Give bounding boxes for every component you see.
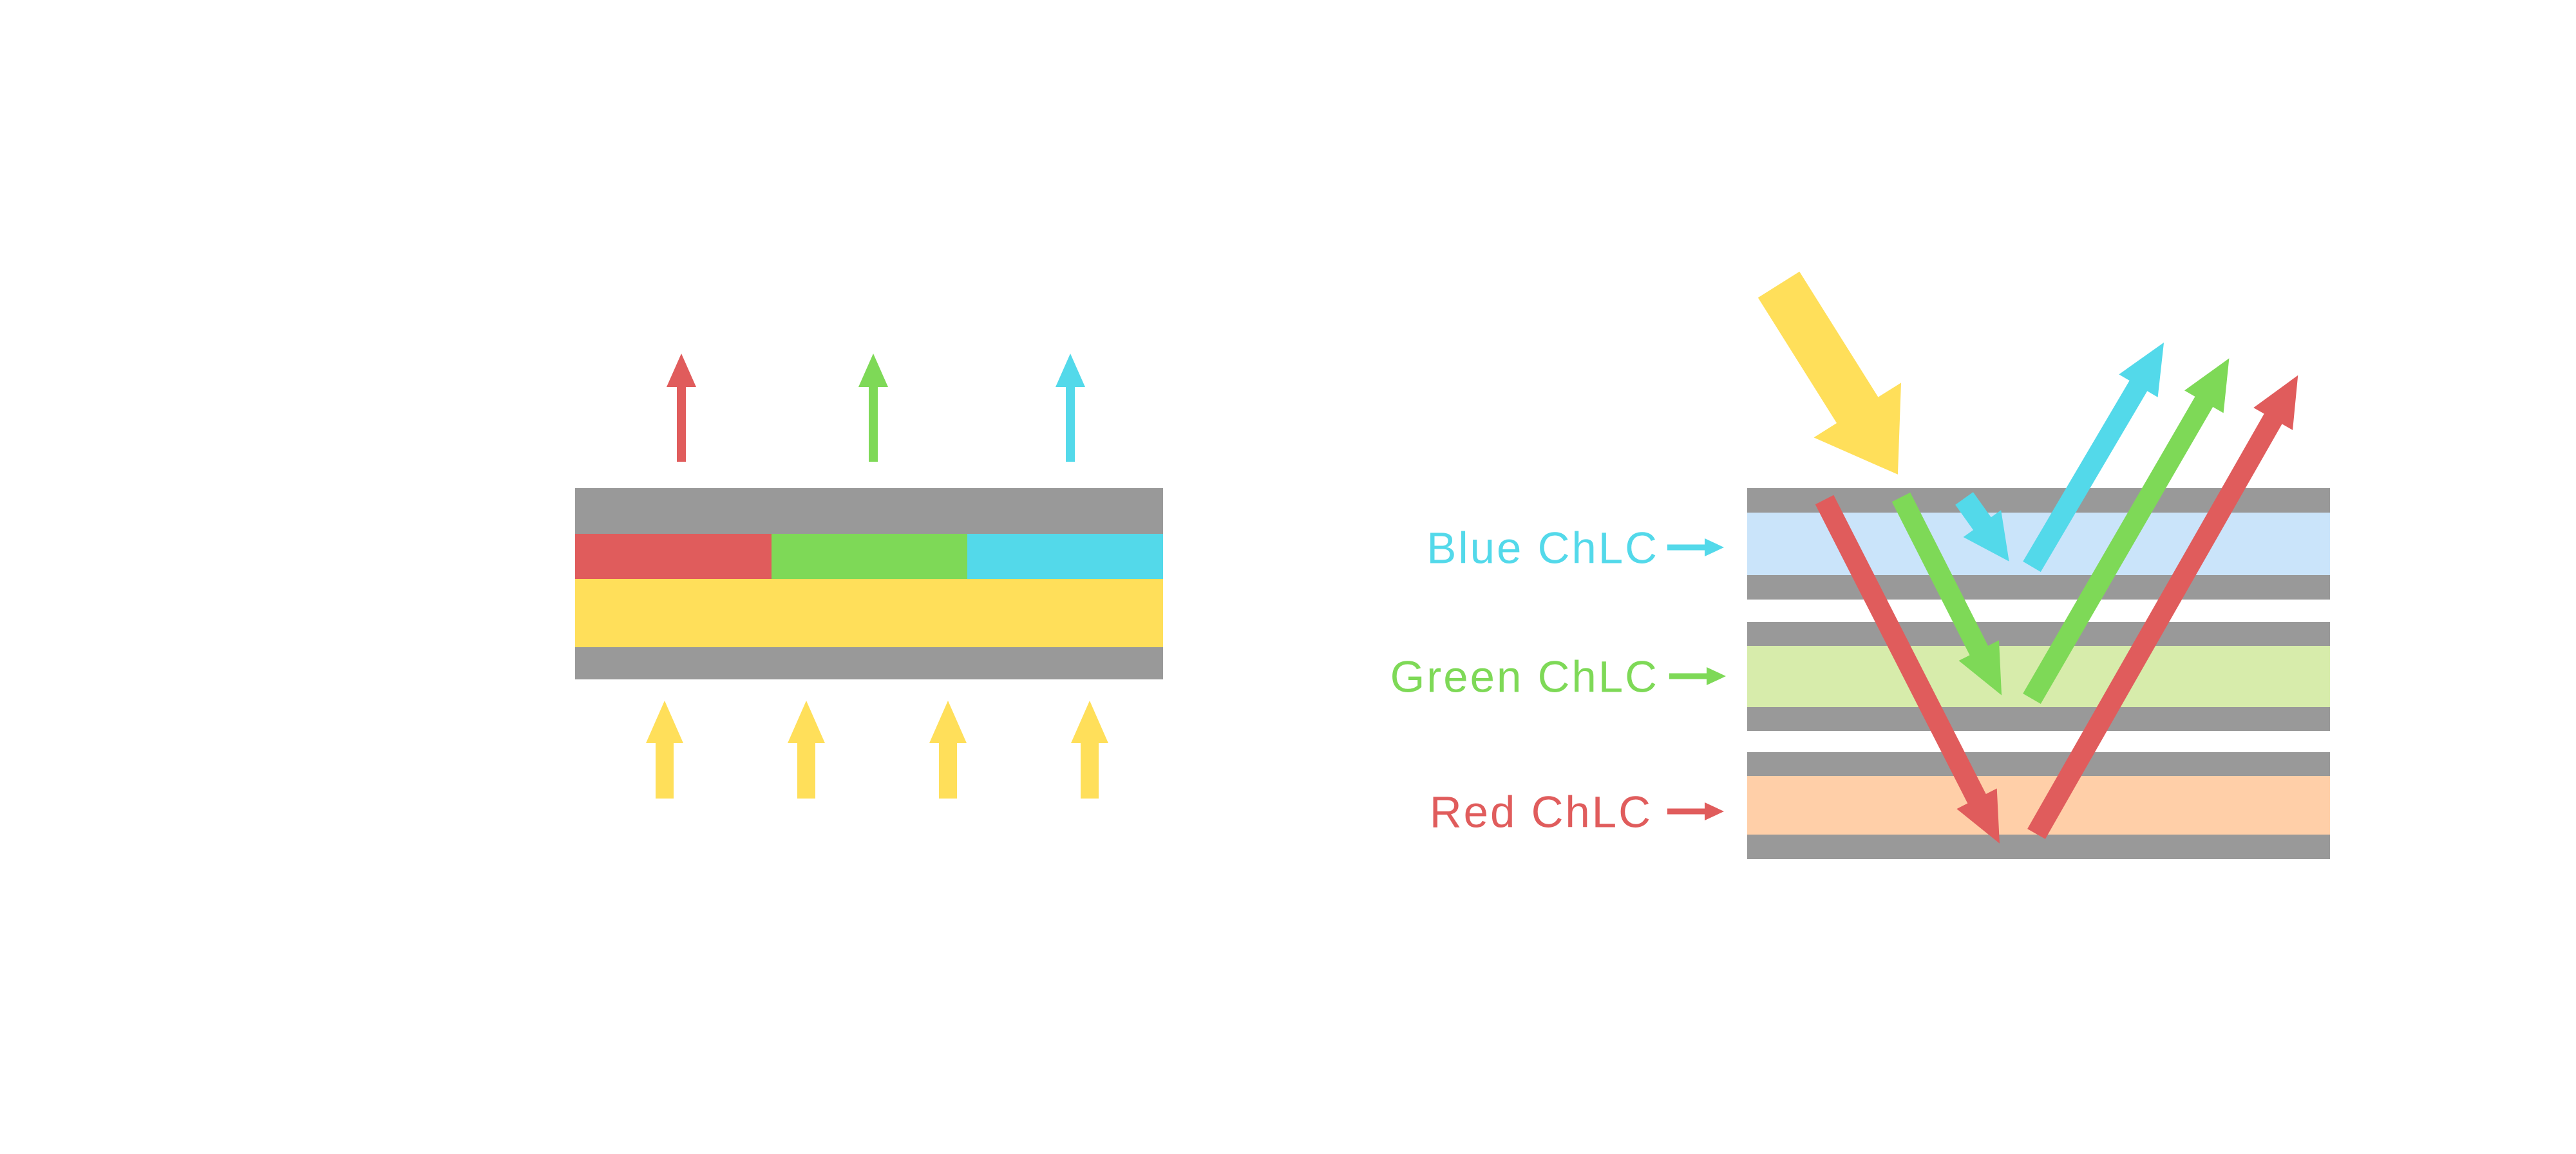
cyan-reflected-arrow-icon [2023,342,2164,572]
red-reflected-arrow-icon [2027,375,2298,839]
cyan-up-arrow-icon [1056,354,1085,462]
green-reflected-arrow-icon [2023,358,2230,705]
right-arrow-icon [1669,667,1726,685]
blue-chlc-label: Blue ChLC [1426,524,1659,573]
cyan-down-arrow-icon [1955,492,2009,562]
incoming-light-arrows [1815,492,2009,844]
layer-labels: Blue ChLC Green ChLC Red ChLC [1390,524,1726,837]
label-red-chlc: Red ChLC [1430,788,1724,837]
yellow-up-arrow-icon [1071,701,1108,799]
green-chlc-label: Green ChLC [1390,652,1659,702]
label-green-chlc: Green ChLC [1390,652,1726,702]
right-arrow-icon [1667,538,1724,556]
label-blue-chlc: Blue ChLC [1426,524,1724,573]
incident-light-arrow-icon [1757,271,1901,475]
top-substrate-layer [575,488,1163,534]
red-filter-segment [575,534,772,579]
right-diagram: Blue ChLC Green ChLC Red ChLC [1390,271,2330,859]
substrate-layer [1747,707,2330,731]
substrate-layer [1747,752,2330,776]
substrate-layer [1747,835,2330,859]
reflected-light-arrows [2023,342,2298,839]
substrate-layer [1747,622,2330,646]
display-stack [575,488,1163,679]
bottom-substrate-layer [575,647,1163,679]
yellow-up-arrow-icon [646,701,683,799]
backlight-layer [575,579,1163,647]
emitted-light-arrows [667,354,1085,462]
green-down-arrow-icon [1891,492,2002,695]
red-chlc-label: Red ChLC [1430,788,1653,837]
green-up-arrow-icon [858,354,888,462]
green-filter-segment [772,534,967,579]
substrate-layer [1747,575,2330,600]
red-up-arrow-icon [667,354,696,462]
yellow-up-arrow-icon [788,701,825,799]
backlight-arrows [646,701,1108,799]
cyan-filter-segment [967,534,1163,579]
right-arrow-icon [1667,802,1724,820]
yellow-up-arrow-icon [929,701,967,799]
left-diagram [575,354,1163,799]
red-down-arrow-icon [1815,495,2000,844]
